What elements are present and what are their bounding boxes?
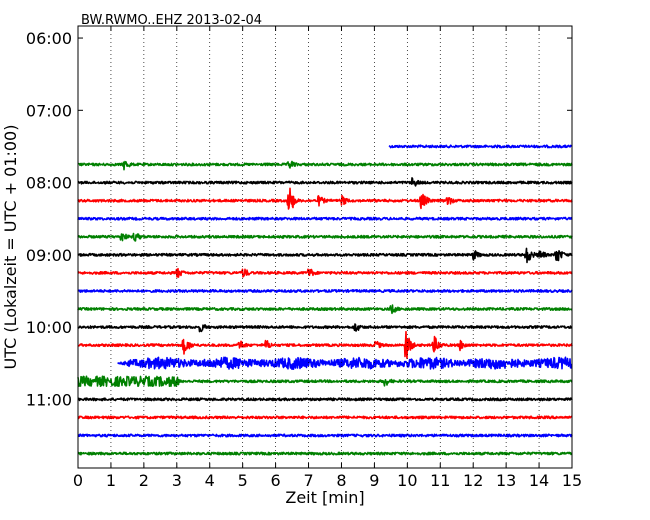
x-tick-label: 8: [336, 471, 346, 490]
trace-line: [77, 187, 573, 210]
x-tick-label: 2: [139, 471, 149, 490]
trace-line: [77, 216, 573, 221]
trace-line: [77, 177, 573, 187]
trace-line: [77, 267, 573, 278]
x-tick-label: 0: [73, 471, 83, 490]
y-axis-label: UTC (Lokalzeit = UTC + 01:00): [1, 125, 20, 370]
x-tick-label: 10: [397, 471, 417, 490]
trace-line: [77, 375, 573, 387]
trace-line: [77, 304, 573, 315]
trace-line: [77, 330, 573, 360]
trace-line: [77, 415, 573, 420]
grid-group: [110, 26, 540, 468]
plot-frame: [77, 25, 573, 469]
x-tick-label: 13: [496, 471, 516, 490]
x-tick-label: 9: [369, 471, 379, 490]
trace-line: [77, 160, 573, 171]
y-tick-label: 08:00: [26, 174, 72, 193]
x-tick-label: 7: [303, 471, 313, 490]
trace-line: [77, 289, 573, 293]
x-axis-label: Zeit [min]: [285, 488, 364, 507]
trace-line: [77, 232, 573, 242]
y-tick-label: 07:00: [26, 101, 72, 120]
trace-line: [77, 247, 573, 264]
x-tick-label: 14: [529, 471, 549, 490]
x-tick-label: 1: [106, 471, 116, 490]
x-tick-label: 11: [430, 471, 450, 490]
y-tick-label: 11:00: [26, 390, 72, 409]
trace-line: [117, 356, 573, 370]
x-tick-label: 12: [463, 471, 483, 490]
x-tick-label: 5: [238, 471, 248, 490]
trace-line: [77, 323, 573, 333]
y-tick-label: 09:00: [26, 246, 72, 265]
trace-line: [77, 451, 573, 456]
trace-line: [77, 397, 573, 402]
chart-title: BW.RWMO..EHZ 2013-02-04: [81, 13, 262, 28]
trace-line: [77, 433, 573, 438]
y-tick-label: 10:00: [26, 318, 72, 337]
x-tick-label: 4: [205, 471, 215, 490]
traces-group: [77, 144, 573, 456]
x-tick-label: 6: [271, 471, 281, 490]
trace-line: [388, 144, 572, 149]
ticks-group: 0 1 2 3 4 5 6 7 8 9 10 11 12 13 14 1506:0007:0008:0009:…: [26, 26, 582, 490]
x-tick-label: 15: [562, 471, 582, 490]
y-tick-label: 06:00: [26, 29, 72, 48]
x-tick-label: 3: [172, 471, 182, 490]
